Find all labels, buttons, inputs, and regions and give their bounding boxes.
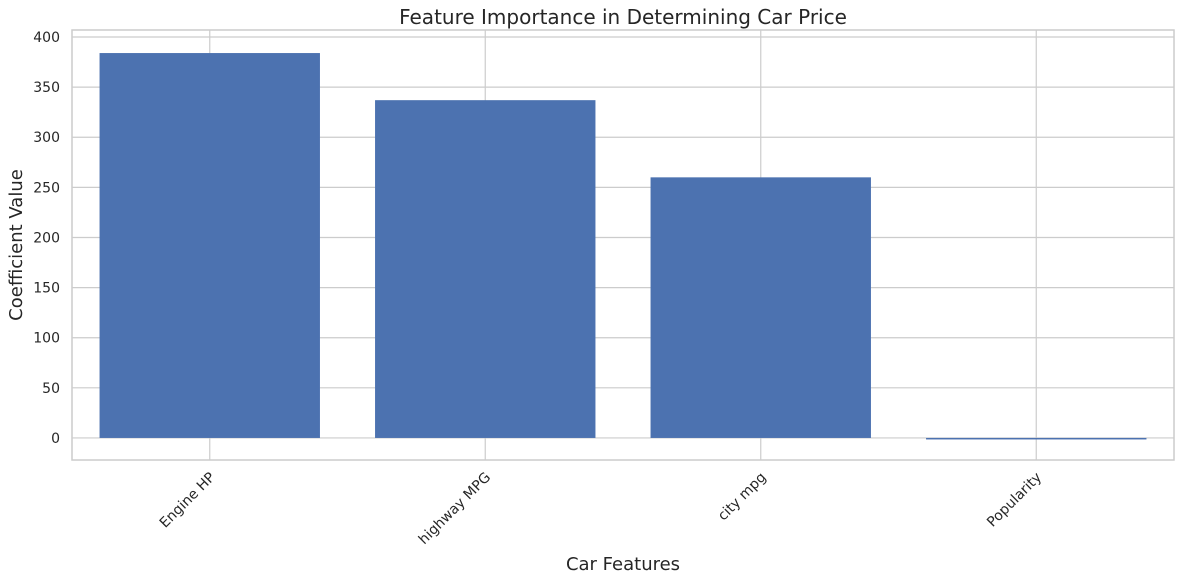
y-tick-label: 150: [33, 281, 60, 297]
x-tick-label: highway MPG: [416, 470, 494, 548]
y-tick-label: 200: [33, 230, 60, 246]
y-tick-label: 300: [33, 130, 60, 146]
x-tick-label: Engine HP: [157, 470, 219, 532]
y-tick-label: 0: [51, 431, 60, 447]
bar-popularity: [926, 437, 1147, 440]
bars: [99, 53, 1147, 440]
bar-city-mpg: [650, 177, 871, 438]
chart-title: Feature Importance in Determining Car Pr…: [399, 5, 847, 29]
y-tick-label: 100: [33, 331, 60, 347]
plot-frame: [71, 29, 1175, 461]
y-axis-ticks: 0 50 100 150 200 250 300 350 400: [33, 30, 60, 447]
x-axis-ticks: Engine HP highway MPG city mpg Popularity: [157, 470, 1045, 548]
x-tick-label: city mpg: [715, 470, 770, 525]
y-tick-label: 250: [33, 180, 60, 196]
x-tick-label: Popularity: [984, 470, 1045, 531]
bar-highway-mpg: [375, 100, 596, 438]
y-tick-label: 350: [33, 80, 60, 96]
bar-engine-hp: [99, 53, 320, 438]
x-axis-label: Car Features: [566, 554, 680, 575]
y-tick-label: 400: [33, 30, 60, 46]
y-tick-label: 50: [42, 381, 60, 397]
y-axis-label: Coefficient Value: [6, 169, 27, 321]
